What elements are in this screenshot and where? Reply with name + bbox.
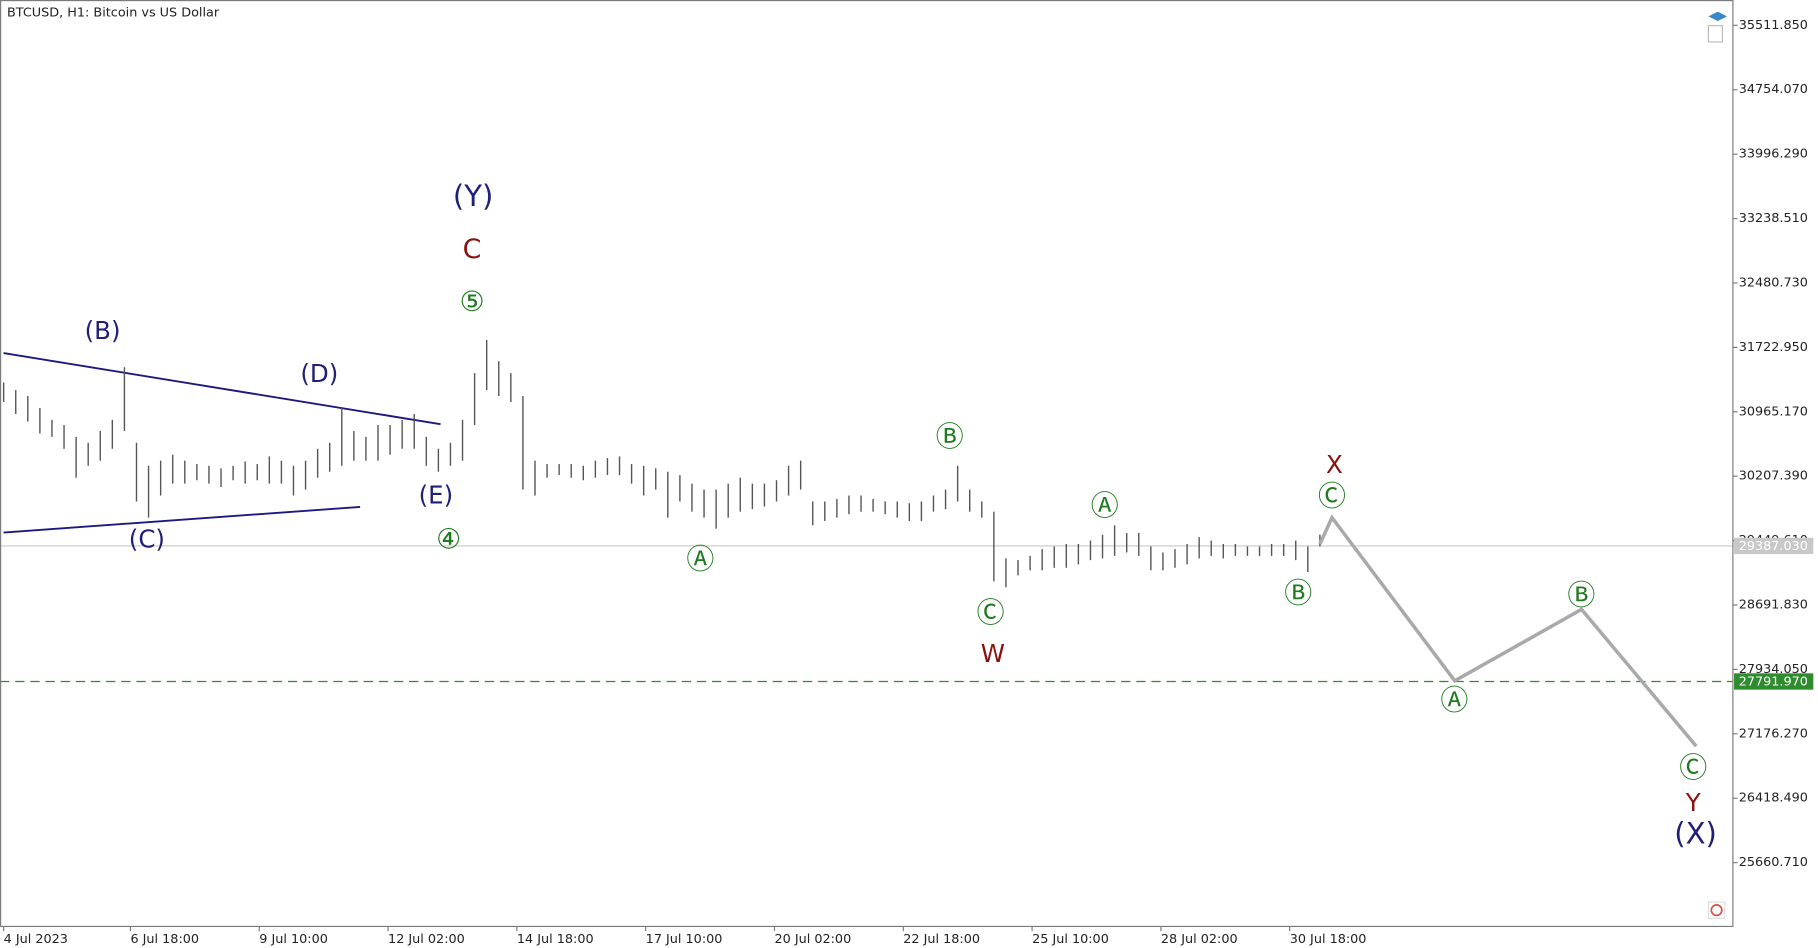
x-tick-label: 17 Jul 10:00 (646, 932, 723, 947)
wave-label: (D) (300, 359, 338, 388)
trendline (3, 352, 441, 426)
y-tick-label: 26418.490 (1739, 791, 1808, 806)
wave-label: X (1326, 450, 1343, 479)
x-tick-label: 20 Jul 02:00 (774, 932, 851, 947)
x-tick-label: 9 Jul 10:00 (259, 932, 328, 947)
y-tick-label: 30207.390 (1739, 469, 1808, 484)
wave-label: Y (1685, 788, 1701, 817)
x-tick-label: 25 Jul 10:00 (1032, 932, 1109, 947)
wave-label: (Y) (453, 179, 494, 213)
price-tag-label: 27791.970 (1739, 675, 1808, 690)
x-tick-label: 30 Jul 18:00 (1290, 932, 1367, 947)
price-tag (1734, 673, 1814, 690)
wave-label: W (981, 639, 1005, 668)
wave-label: Ⓐ (1440, 684, 1468, 717)
wave-label: Ⓒ (1318, 480, 1346, 513)
y-tick-label: 27934.050 (1739, 662, 1808, 677)
wave-label: ⑤ (459, 285, 484, 318)
wave-label: Ⓒ (1679, 751, 1707, 784)
wave-label: Ⓒ (977, 596, 1005, 629)
wave-label: Ⓑ (1567, 579, 1595, 612)
y-tick-label: 27176.270 (1739, 726, 1808, 741)
bars-layer (2, 339, 1321, 588)
x-tick-label: 14 Jul 18:00 (517, 932, 594, 947)
x-tick-label: 12 Jul 02:00 (388, 932, 465, 947)
chart-title: BTCUSD, H1: Bitcoin vs US Dollar (7, 5, 220, 20)
wave-label: Ⓑ (1284, 576, 1312, 609)
y-tick-label: 35511.850 (1739, 18, 1808, 33)
wave-label: (C) (129, 525, 165, 554)
x-tick-label: 28 Jul 02:00 (1161, 932, 1238, 947)
y-tick-label: 32480.730 (1739, 275, 1808, 290)
wave-label: ④ (436, 523, 461, 556)
projection-layer (1318, 514, 1698, 748)
price-tag-layer: 29387.030 27791.970 (1734, 537, 1814, 690)
y-tick-label: 34754.070 (1739, 82, 1808, 97)
x-tick-label: 22 Jul 18:00 (903, 932, 980, 947)
price-line-layer (0, 545, 1733, 683)
x-tick-label: 4 Jul 2023 (4, 932, 68, 947)
trendline (3, 505, 361, 534)
icon (1710, 904, 1723, 917)
wave-label: Ⓑ (936, 420, 964, 453)
price-tag (1734, 537, 1814, 555)
price-tag-label: 29387.030 (1739, 539, 1808, 554)
y-tick-label: 33996.290 (1739, 147, 1808, 162)
wave-label: (X) (1674, 817, 1717, 851)
wave-label: Ⓐ (686, 543, 714, 576)
icon (1707, 25, 1723, 43)
y-tick-label: 30965.170 (1739, 404, 1808, 419)
wave-projection (1318, 514, 1698, 748)
wave-label: Ⓐ (1091, 489, 1119, 522)
wave-label: (B) (85, 316, 121, 345)
y-tick-label: 25660.710 (1739, 855, 1808, 870)
wave-label: C (463, 234, 482, 265)
wave-label: (E) (419, 480, 454, 509)
y-tick-label: 33238.510 (1739, 211, 1808, 226)
y-tick-label: 28691.830 (1739, 598, 1808, 613)
y-tick-label: 31722.950 (1739, 340, 1808, 355)
plot-frame (0, 0, 1734, 928)
x-tick-label: 6 Jul 18:00 (130, 932, 199, 947)
